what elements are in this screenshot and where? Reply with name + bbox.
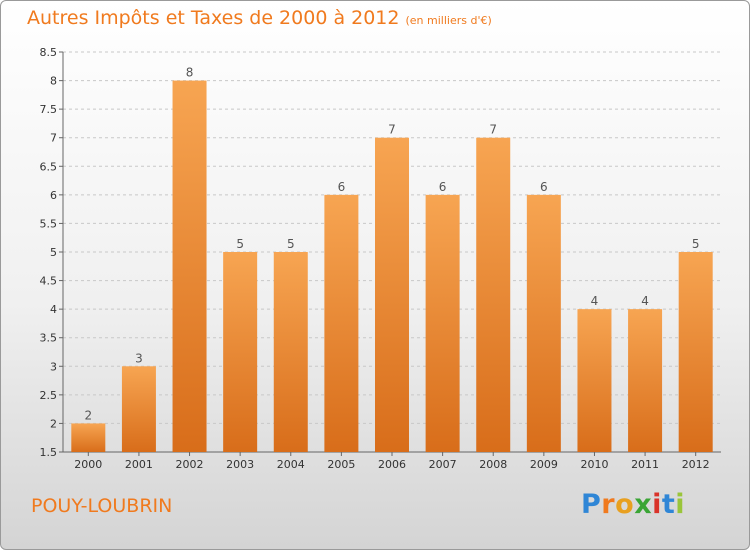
data-label-2010: 4 xyxy=(591,294,599,308)
y-tick-label: 2 xyxy=(50,417,57,430)
data-label-2004: 5 xyxy=(287,237,295,251)
chart-title-text: Autres Impôts et Taxes de 2000 à 2012 xyxy=(27,7,400,29)
logo-letter: i xyxy=(675,489,686,520)
data-label-2005: 6 xyxy=(338,180,346,194)
bar-2005 xyxy=(324,194,359,452)
bar-2009 xyxy=(526,194,561,452)
x-tick-label-2007: 2007 xyxy=(429,458,457,471)
bar-2003 xyxy=(223,252,258,452)
data-label-2002: 8 xyxy=(186,66,194,80)
bar-2012 xyxy=(678,252,713,452)
data-label-2011: 4 xyxy=(641,294,649,308)
data-label-2008: 7 xyxy=(489,123,497,137)
data-label-2007: 6 xyxy=(439,180,447,194)
x-tick-label-2010: 2010 xyxy=(580,458,608,471)
x-tick-label-2006: 2006 xyxy=(378,458,406,471)
bar-2008 xyxy=(476,137,511,452)
x-tick-label-2012: 2012 xyxy=(682,458,710,471)
chart-subtitle: (en milliers d'€) xyxy=(405,14,492,27)
proxiti-logo: Proxiti xyxy=(581,489,685,520)
logo-letter: o xyxy=(615,489,635,520)
logo-letter: t xyxy=(661,489,676,520)
x-tick-label-2001: 2001 xyxy=(125,458,153,471)
x-tick-label-2005: 2005 xyxy=(327,458,355,471)
y-tick-label: 8.5 xyxy=(40,46,58,59)
x-tick-label-2002: 2002 xyxy=(176,458,204,471)
logo-letter: i xyxy=(652,489,662,520)
y-tick-label: 2.5 xyxy=(40,389,58,402)
y-tick-label: 5.5 xyxy=(40,217,58,230)
y-tick-label: 4 xyxy=(50,303,57,316)
data-label-2003: 5 xyxy=(236,237,244,251)
y-tick-label: 4.5 xyxy=(40,275,58,288)
x-tick-label-2000: 2000 xyxy=(74,458,102,471)
bar-2007 xyxy=(425,194,460,452)
y-tick-label: 7.5 xyxy=(40,103,58,116)
y-tick-label: 8 xyxy=(50,75,57,88)
bar-2002 xyxy=(172,80,207,453)
logo-letter: x xyxy=(634,489,653,520)
chart-title: Autres Impôts et Taxes de 2000 à 2012 (en… xyxy=(27,7,492,29)
y-tick-label: 3 xyxy=(50,360,57,373)
x-tick-label-2008: 2008 xyxy=(479,458,507,471)
x-tick-label-2003: 2003 xyxy=(226,458,254,471)
data-label-2012: 5 xyxy=(692,237,700,251)
x-tick-label-2004: 2004 xyxy=(277,458,305,471)
data-label-2009: 6 xyxy=(540,180,548,194)
data-label-2001: 3 xyxy=(135,351,143,365)
y-tick-label: 7 xyxy=(50,132,57,145)
bar-2000 xyxy=(71,423,106,452)
logo-letter: r xyxy=(601,489,616,520)
y-tick-label: 6.5 xyxy=(40,160,58,173)
bar-2004 xyxy=(273,252,308,452)
bar-2011 xyxy=(628,309,663,452)
y-tick-label: 6 xyxy=(50,189,57,202)
location-label: POUY-LOUBRIN xyxy=(31,495,173,517)
data-label-2006: 7 xyxy=(388,123,396,137)
y-tick-label: 1.5 xyxy=(40,446,58,459)
bar-2010 xyxy=(577,309,612,452)
x-tick-label-2009: 2009 xyxy=(530,458,558,471)
y-tick-label: 3.5 xyxy=(40,332,58,345)
bar-2001 xyxy=(121,366,156,452)
logo-letter: P xyxy=(581,489,602,520)
x-tick-label-2011: 2011 xyxy=(631,458,659,471)
data-label-2000: 2 xyxy=(84,408,92,422)
y-tick-label: 5 xyxy=(50,246,57,259)
bar-2006 xyxy=(375,137,409,452)
